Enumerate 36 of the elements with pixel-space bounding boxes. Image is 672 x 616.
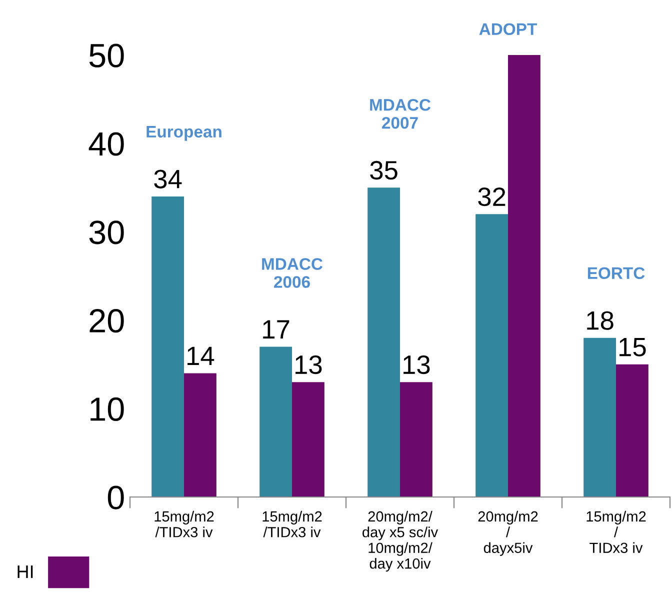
data-label: 35 [370,160,398,180]
bar [508,55,540,497]
x-tick-label: 15mg/m2 / TIDx3 iv [586,510,646,554]
y-tick-label: 50 [89,44,124,68]
x-tick-label: 20mg/m2/ day x5 sc/iv 10mg/m2/ day x10iv [362,510,438,572]
y-tick-label: 0 [108,486,124,510]
x-tick-label: 20mg/m2 / dayx5iv [478,510,538,556]
y-tick-label: 10 [90,397,124,422]
bar [616,364,648,497]
annotation: MDACC 2006 [262,258,323,288]
data-label: 34 [154,170,182,188]
bar [368,188,400,497]
data-label: 32 [478,187,506,206]
bar [184,373,216,497]
annotation: MDACC 2007 [370,98,431,129]
bar [476,214,508,497]
annotation: EORTC [588,267,645,280]
bar [400,382,432,497]
data-label: 13 [296,355,322,374]
annotation: European [146,126,222,141]
y-tick-label: 40 [88,132,124,156]
legend-label: HI [18,566,33,578]
bar [292,382,324,497]
bar [152,196,184,497]
text: ADOPT [479,23,537,36]
bar [584,338,616,497]
data-label: 14 [188,346,214,365]
y-tick-label: 20 [90,309,124,333]
data-label: 13 [404,355,430,374]
bar [260,346,292,497]
data-label: 15 [620,338,646,356]
data-label: 18 [587,311,614,330]
x-tick-label: 15mg/m2 /TIDx3 iv [154,510,214,538]
data-label: 17 [263,320,290,338]
y-tick-label: 30 [89,220,124,244]
x-tick-label: 15mg/m2 /TIDx3 iv [262,510,322,538]
